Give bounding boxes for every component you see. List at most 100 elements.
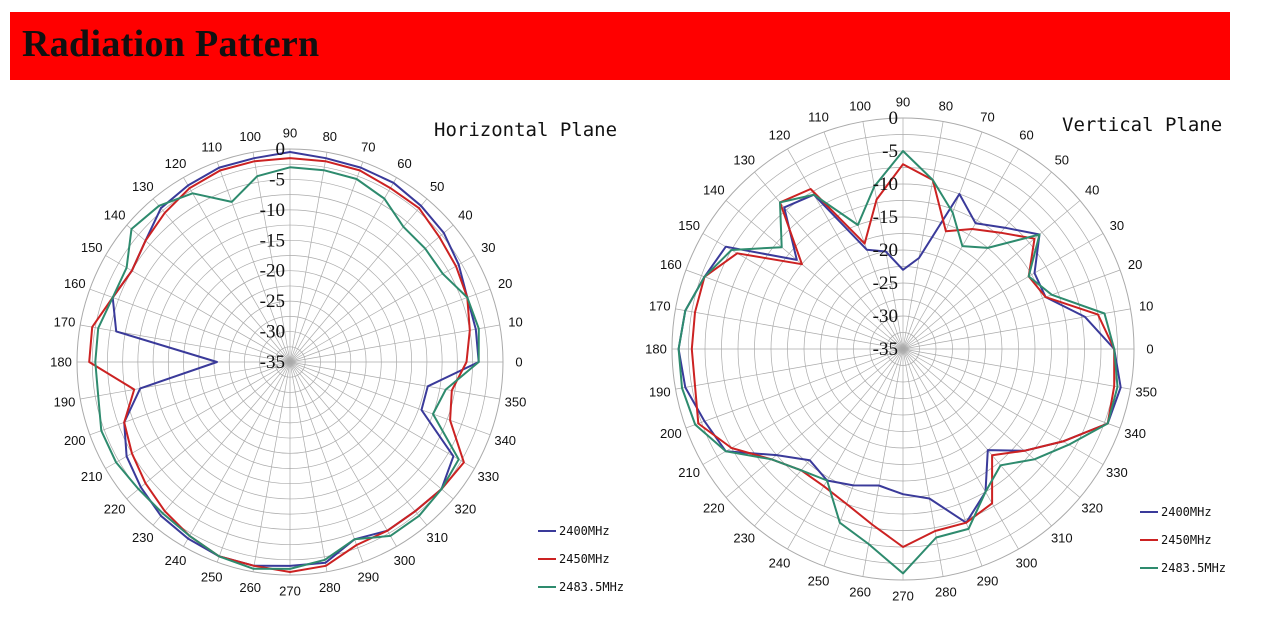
- grid-spoke: [252, 152, 291, 363]
- grid-spoke: [289, 361, 428, 526]
- grid-spoke: [289, 198, 428, 363]
- grid-spoke: [126, 361, 291, 500]
- angle-tick-label: 290: [357, 570, 379, 585]
- radial-tick-label: -25: [873, 273, 898, 294]
- radial-tick-label: 0: [889, 108, 899, 129]
- series-line-2: [94, 166, 480, 570]
- angle-tick-label: 330: [477, 469, 499, 484]
- angle-tick-label: 310: [1051, 531, 1073, 546]
- grid-spoke: [725, 200, 904, 350]
- angle-tick-label: 280: [935, 585, 957, 600]
- radial-tick-label: -10: [260, 200, 285, 221]
- grid-spoke: [105, 255, 291, 363]
- angle-tick-label: 230: [132, 530, 154, 545]
- grid-spoke: [675, 348, 904, 390]
- chart-title: Horizontal Plane: [434, 119, 617, 141]
- legend-label: 2450MHz: [559, 552, 610, 566]
- grid-spoke: [289, 361, 500, 400]
- grid-spoke: [289, 224, 454, 363]
- grid-spoke: [902, 121, 944, 350]
- grid-spoke: [216, 361, 291, 563]
- series-line-1: [690, 163, 1116, 548]
- chart-title: Vertical Plane: [1062, 114, 1222, 136]
- grid-spoke: [862, 348, 904, 577]
- grid-spoke: [902, 348, 1019, 550]
- grid-spoke: [289, 361, 454, 500]
- angle-tick-label: 320: [1081, 500, 1103, 515]
- polar-grid: [671, 117, 1135, 581]
- angle-tick-label: 160: [660, 257, 682, 272]
- angle-tick-label: 240: [769, 555, 791, 570]
- grid-spoke: [902, 348, 983, 567]
- angle-tick-label: 100: [849, 98, 871, 113]
- radial-tick-label: -35: [873, 339, 898, 360]
- grid-spoke: [823, 131, 904, 350]
- angle-tick-label: 0: [1146, 342, 1153, 357]
- grid-spoke: [152, 198, 291, 363]
- grid-spoke: [289, 361, 397, 547]
- angle-tick-label: 60: [1019, 128, 1033, 143]
- series-line-2: [677, 150, 1119, 575]
- grid-spoke: [787, 148, 904, 350]
- angle-tick-label: 220: [703, 500, 725, 515]
- series-layer: [677, 150, 1122, 575]
- grid-spoke: [152, 361, 291, 526]
- grid-spoke: [289, 152, 328, 363]
- angle-tick-label: 40: [1085, 183, 1099, 198]
- radial-tick-label: -20: [260, 261, 285, 282]
- angle-tick-label: 70: [980, 109, 994, 124]
- radial-tick-label: -10: [873, 174, 898, 195]
- radial-tick-label: -15: [260, 230, 285, 251]
- horizontal-plane-plot: 0 10 20 30 40 50 60 70 80 90 100 110 120 130 140 150 160…: [50, 119, 624, 599]
- angle-tick-label: 260: [239, 580, 261, 595]
- angle-tick-label: 10: [1139, 299, 1153, 314]
- angle-tick-label: 200: [660, 426, 682, 441]
- angle-tick-label: 20: [498, 276, 512, 291]
- grid-spoke: [754, 171, 904, 350]
- radial-tick-label: -5: [269, 169, 285, 190]
- grid-spoke: [902, 348, 1081, 498]
- grid-spoke: [902, 269, 1121, 350]
- grid-spoke: [685, 348, 904, 429]
- angle-tick-label: 230: [733, 531, 755, 546]
- radial-tick-label: -15: [873, 207, 898, 228]
- angle-tick-label: 320: [455, 502, 477, 517]
- series-layer: [88, 151, 480, 573]
- angle-tick-label: 50: [430, 179, 444, 194]
- angle-tick-label: 120: [769, 128, 791, 143]
- legend-label: 2400MHz: [1161, 505, 1212, 519]
- angle-tick-label: 220: [104, 502, 126, 517]
- angle-tick-label: 80: [939, 98, 953, 113]
- legend-label: 2400MHz: [559, 524, 610, 538]
- radial-tick-label: -35: [260, 352, 285, 373]
- angle-tick-label: 350: [505, 394, 527, 409]
- angle-tick-label: 20: [1128, 257, 1142, 272]
- grid-spoke: [823, 348, 904, 567]
- angle-tick-label: 70: [361, 139, 375, 154]
- angle-tick-label: 130: [733, 152, 755, 167]
- legend: 2400MHz 2450MHz 2483.5MHz: [538, 524, 624, 594]
- angle-tick-label: 10: [508, 315, 522, 330]
- radial-tick-label: -30: [873, 306, 898, 327]
- grid-spoke: [289, 161, 364, 363]
- radial-tick-label: -30: [260, 322, 285, 343]
- grid-spoke: [89, 288, 291, 363]
- angle-tick-label: 180: [50, 355, 72, 370]
- grid-spoke: [289, 177, 397, 363]
- angle-tick-label: 160: [64, 276, 86, 291]
- angle-tick-label: 170: [649, 299, 671, 314]
- legend-label: 2450MHz: [1161, 533, 1212, 547]
- angle-tick-label: 30: [1110, 218, 1124, 233]
- radial-tick-label: -5: [882, 141, 898, 162]
- angle-tick-label: 110: [808, 109, 829, 124]
- title-banner: [10, 12, 1230, 80]
- grid-spoke: [183, 177, 291, 363]
- legend: 2400MHz 2450MHz 2483.5MHz: [1140, 505, 1226, 575]
- radial-tick-label: 0: [276, 139, 286, 160]
- angle-tick-label: 90: [896, 95, 910, 110]
- angle-tick-label: 330: [1106, 465, 1128, 480]
- angle-tick-label: 90: [283, 126, 297, 141]
- angle-tick-label: 200: [64, 433, 86, 448]
- angle-tick-label: 140: [703, 183, 725, 198]
- grid-spoke: [902, 308, 1131, 350]
